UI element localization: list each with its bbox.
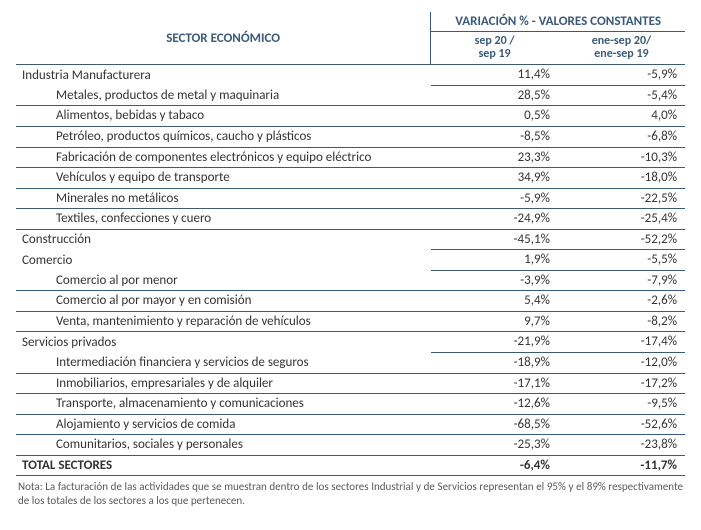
- group-v1: -21,9%: [431, 332, 558, 353]
- sub-v1: -12,6%: [431, 394, 558, 415]
- sub-row: Textiles, confecciones y cuero-24,9%-25,…: [16, 209, 685, 230]
- sub-row: Alojamiento y servicios de comida-68,5%-…: [16, 414, 685, 435]
- sub-v1: 23,3%: [431, 147, 558, 168]
- group-v2: -17,4%: [558, 332, 685, 353]
- sub-v2: -9,5%: [558, 394, 685, 415]
- sub-label: Venta, mantenimiento y reparación de veh…: [16, 311, 431, 332]
- group-v2: -5,5%: [558, 250, 685, 271]
- sub-v2: -5,4%: [558, 85, 685, 106]
- sub-label: Comunitarios, sociales y personales: [16, 435, 431, 456]
- sub-label: Alojamiento y servicios de comida: [16, 414, 431, 435]
- sub-row: Transporte, almacenamiento y comunicacio…: [16, 394, 685, 415]
- group-label: Servicios privados: [16, 332, 431, 353]
- header-col2-top: ene-sep 20/: [592, 34, 652, 48]
- group-row: Industria Manufacturera11,4%-5,9%: [16, 65, 685, 86]
- sub-row: Fabricación de componentes electrónicos …: [16, 147, 685, 168]
- sub-v1: 0,5%: [431, 106, 558, 127]
- sub-v1: -18,9%: [431, 353, 558, 374]
- sub-v1: -3,9%: [431, 270, 558, 291]
- sub-row: Comercio al por menor-3,9%-7,9%: [16, 270, 685, 291]
- sub-row: Venta, mantenimiento y reparación de veh…: [16, 311, 685, 332]
- sub-row: Inmobiliarios, empresariales y de alquil…: [16, 373, 685, 394]
- sub-v1: 5,4%: [431, 291, 558, 312]
- sub-row: Comercio al por mayor y en comisión5,4%-…: [16, 291, 685, 312]
- group-row: Construcción-45,1%-52,2%: [16, 229, 685, 250]
- total-row: TOTAL SECTORES-6,4%-11,7%: [16, 455, 685, 476]
- sub-v2: -25,4%: [558, 209, 685, 230]
- sub-v1: 34,9%: [431, 168, 558, 189]
- sub-row: Vehículos y equipo de transporte34,9%-18…: [16, 168, 685, 189]
- group-label: Comercio: [16, 250, 431, 271]
- header-col1-bot: sep 19: [478, 47, 510, 61]
- sub-label: Inmobiliarios, empresariales y de alquil…: [16, 373, 431, 394]
- header-col1-top: sep 20 /: [475, 34, 515, 48]
- total-v1: -6,4%: [431, 455, 558, 476]
- sub-v2: -23,8%: [558, 435, 685, 456]
- header-sector: SECTOR ECONÓMICO: [16, 12, 431, 65]
- header-col1: sep 20 / sep 19: [431, 32, 558, 65]
- economic-sectors-table: SECTOR ECONÓMICO VARIACIÓN % - VALORES C…: [16, 12, 685, 476]
- footnote: Nota: La facturación de las actividades …: [16, 476, 685, 506]
- sub-label: Transporte, almacenamiento y comunicacio…: [16, 394, 431, 415]
- sub-row: Petróleo, productos químicos, caucho y p…: [16, 127, 685, 148]
- sub-v2: -22,5%: [558, 188, 685, 209]
- total-label: TOTAL SECTORES: [16, 455, 431, 476]
- sub-v1: -24,9%: [431, 209, 558, 230]
- sub-v2: -7,9%: [558, 270, 685, 291]
- sub-v1: 28,5%: [431, 85, 558, 106]
- group-label: Construcción: [16, 229, 431, 250]
- sub-v1: -25,3%: [431, 435, 558, 456]
- sub-label: Textiles, confecciones y cuero: [16, 209, 431, 230]
- sub-label: Minerales no metálicos: [16, 188, 431, 209]
- sub-row: Metales, productos de metal y maquinaria…: [16, 85, 685, 106]
- sub-row: Alimentos, bebidas y tabaco0,5%4,0%: [16, 106, 685, 127]
- group-v1: -45,1%: [431, 229, 558, 250]
- sub-row: Intermediación financiera y servicios de…: [16, 353, 685, 374]
- sub-label: Comercio al por menor: [16, 270, 431, 291]
- group-label: Industria Manufacturera: [16, 65, 431, 86]
- sub-label: Comercio al por mayor y en comisión: [16, 291, 431, 312]
- sub-v1: -68,5%: [431, 414, 558, 435]
- sub-v2: -2,6%: [558, 291, 685, 312]
- sub-v2: -18,0%: [558, 168, 685, 189]
- sub-label: Alimentos, bebidas y tabaco: [16, 106, 431, 127]
- sub-v2: -52,6%: [558, 414, 685, 435]
- total-v2: -11,7%: [558, 455, 685, 476]
- header-col2: ene-sep 20/ ene-sep 19: [558, 32, 685, 65]
- group-v1: 11,4%: [431, 65, 558, 86]
- sub-v1: 9,7%: [431, 311, 558, 332]
- sub-label: Fabricación de componentes electrónicos …: [16, 147, 431, 168]
- header-col2-bot: ene-sep 19: [594, 47, 648, 61]
- sub-row: Comunitarios, sociales y personales-25,3…: [16, 435, 685, 456]
- sub-v2: -17,2%: [558, 373, 685, 394]
- sub-label: Vehículos y equipo de transporte: [16, 168, 431, 189]
- sub-v2: -10,3%: [558, 147, 685, 168]
- sub-row: Minerales no metálicos-5,9%-22,5%: [16, 188, 685, 209]
- group-v2: -5,9%: [558, 65, 685, 86]
- sub-v1: -5,9%: [431, 188, 558, 209]
- sub-v2: 4,0%: [558, 106, 685, 127]
- sub-v1: -17,1%: [431, 373, 558, 394]
- group-row: Servicios privados-21,9%-17,4%: [16, 332, 685, 353]
- sub-label: Metales, productos de metal y maquinaria: [16, 85, 431, 106]
- group-v1: 1,9%: [431, 250, 558, 271]
- sub-v2: -12,0%: [558, 353, 685, 374]
- group-v2: -52,2%: [558, 229, 685, 250]
- sub-label: Petróleo, productos químicos, caucho y p…: [16, 127, 431, 148]
- sub-v1: -8,5%: [431, 127, 558, 148]
- sub-v2: -8,2%: [558, 311, 685, 332]
- group-row: Comercio1,9%-5,5%: [16, 250, 685, 271]
- sub-v2: -6,8%: [558, 127, 685, 148]
- header-variation-group: VARIACIÓN % - VALORES CONSTANTES: [431, 12, 685, 32]
- sub-label: Intermediación financiera y servicios de…: [16, 353, 431, 374]
